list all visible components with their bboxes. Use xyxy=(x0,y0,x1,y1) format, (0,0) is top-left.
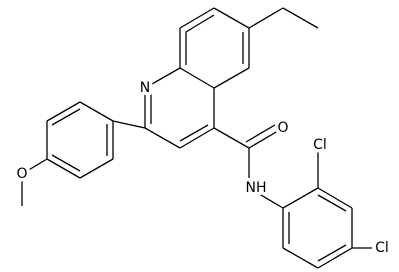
atom-label: O xyxy=(277,120,288,136)
atom-label: NH xyxy=(246,180,267,196)
atom-label: O xyxy=(16,166,27,182)
atom-labels: N O NH Cl Cl O xyxy=(13,77,392,260)
bonds xyxy=(21,7,372,269)
atom-label: N xyxy=(140,80,150,96)
atom-label: Cl xyxy=(313,137,327,153)
atom-label: Cl xyxy=(375,240,389,256)
